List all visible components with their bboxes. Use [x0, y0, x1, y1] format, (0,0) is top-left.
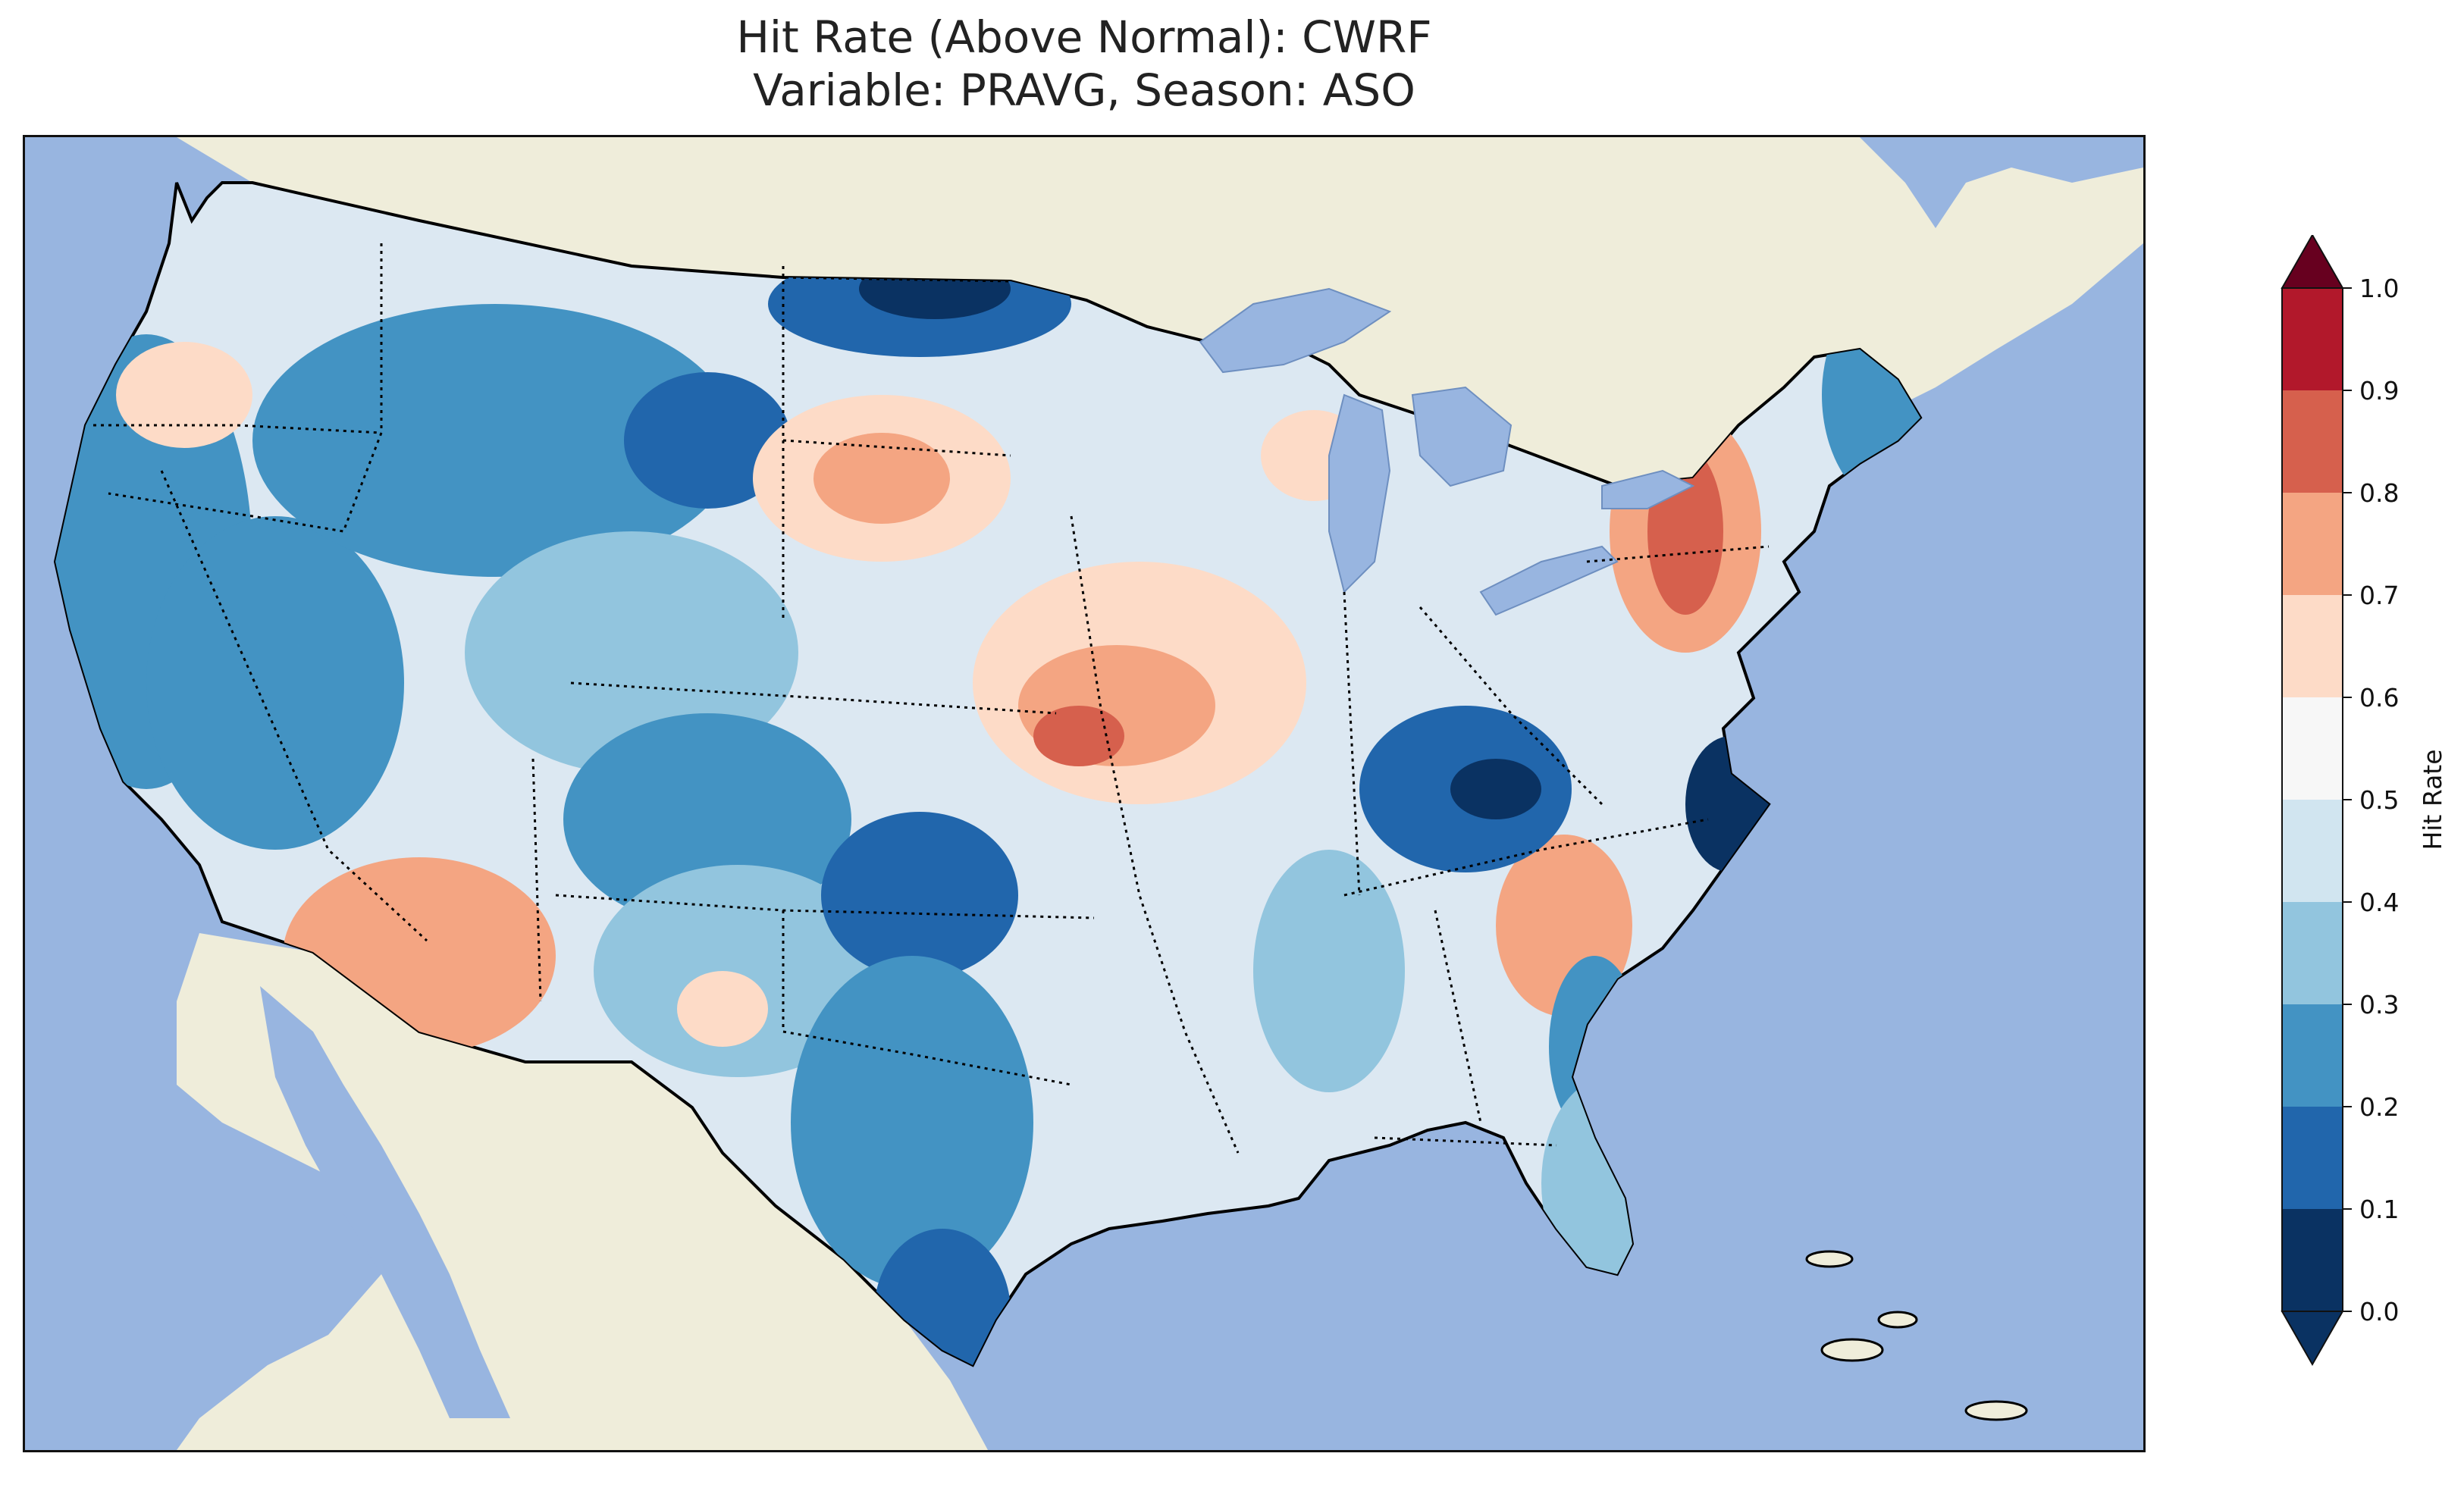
colorbar: 0.0 0.1 0.2 0.3 0.4 0.5 0.6 0.7 0.8 0.9 1.0 Hit Ra…: [2281, 235, 2447, 1367]
lake-erie: [1479, 545, 1619, 616]
caribbean-islands: [1805, 1250, 2028, 1421]
blob-mississippi: [1253, 850, 1405, 1092]
colorbar-tick-label: 0.2: [2359, 1092, 2399, 1122]
border-nd-sd: [782, 439, 1011, 457]
lake-ontario: [1601, 469, 1695, 509]
border-ca-nv: [160, 470, 428, 942]
colorbar-bin: [2282, 288, 2343, 390]
map-frame: [23, 135, 2146, 1452]
blob-northern-rockies: [252, 304, 738, 577]
colorbar-bin: [2282, 800, 2343, 902]
colorbar-bin: [2282, 1004, 2343, 1107]
colorbar-bin: [2282, 902, 2343, 1004]
colorbar-tick-label: 0.1: [2359, 1195, 2399, 1224]
colorbar-tick-label: 0.0: [2359, 1297, 2399, 1326]
blob-montana-dark: [624, 372, 791, 509]
colorbar-bin: [2282, 1107, 2343, 1209]
island-cuba-fragment: [1820, 1338, 1884, 1362]
colorbar-extend-min: [2281, 1311, 2344, 1367]
lake-superior: [1199, 287, 1392, 374]
baja-gulf-water: [260, 986, 510, 1418]
colorbar-tick-label: 0.8: [2359, 478, 2399, 508]
map-title: Hit Rate (Above Normal): CWRF Variable: …: [0, 11, 2168, 117]
colorbar-bin: [2282, 390, 2343, 493]
border-ny-pa: [1586, 545, 1770, 563]
lake-michigan: [1328, 393, 1391, 594]
colorbar-bin: [2282, 697, 2343, 800]
blob-texas-central: [791, 956, 1033, 1289]
colorbar-bin: [2282, 493, 2343, 595]
blob-wyoming: [465, 531, 798, 774]
colorbar-bin: [2282, 1209, 2343, 1311]
colorbar-tick-label: 0.5: [2359, 785, 2399, 815]
colorbar-label: Hit Rate: [2418, 749, 2447, 850]
border-ga-al: [1434, 910, 1482, 1123]
colorbar-ticks: 0.0 0.1 0.2 0.3 0.4 0.5 0.6 0.7 0.8 0.9 1.0: [2343, 274, 2399, 1326]
island-bahamas-2: [1877, 1311, 1918, 1329]
colorbar-bin: [2282, 595, 2343, 697]
colorbar-tick-label: 0.9: [2359, 376, 2399, 406]
blob-ky-core: [1450, 759, 1541, 819]
border-az-nm: [531, 758, 542, 1002]
blob-texas-red: [677, 971, 768, 1047]
border-us-canada: [419, 219, 1011, 283]
border-ga-fl: [1374, 1136, 1557, 1147]
colorbar-tick-label: 0.6: [2359, 683, 2399, 713]
title-line-1: Hit Rate (Above Normal): CWRF: [736, 11, 1432, 63]
border-ne-ks: [570, 681, 1057, 715]
colorbar-tick-label: 1.0: [2359, 274, 2399, 303]
colorbar-tick-label: 0.4: [2359, 888, 2399, 917]
colorbar-tick-label: 0.7: [2359, 581, 2399, 610]
state-borders: [93, 219, 1770, 1154]
blob-florida: [1541, 1077, 1678, 1289]
lake-huron: [1411, 386, 1513, 487]
blob-sd-core: [813, 433, 950, 524]
blob-nc-coast: [1685, 736, 1776, 872]
island-bahamas-3: [1964, 1400, 2028, 1421]
map-canvas: [53, 137, 2143, 1450]
blob-nevada: [146, 516, 404, 850]
great-lakes: [1199, 287, 1695, 616]
border-tx-ok: [782, 910, 1072, 1086]
blob-kansas-red: [1033, 706, 1124, 766]
colorbar-bins: [2282, 288, 2343, 1311]
island-bahamas-1: [1805, 1250, 1854, 1268]
title-line-2: Variable: PRAVG, Season: ASO: [753, 64, 1415, 116]
blob-new-mexico: [594, 865, 882, 1077]
blob-oregon-red: [116, 342, 252, 448]
border-oh-wv: [1419, 606, 1603, 806]
blob-oklahoma: [821, 812, 1018, 979]
colorbar-tick-label: 0.3: [2359, 990, 2399, 1019]
border-wa-or: [93, 424, 382, 434]
mexico-land: [177, 933, 988, 1450]
border-il-in: [1343, 591, 1361, 896]
colorbar-extend-max: [2281, 235, 2344, 289]
